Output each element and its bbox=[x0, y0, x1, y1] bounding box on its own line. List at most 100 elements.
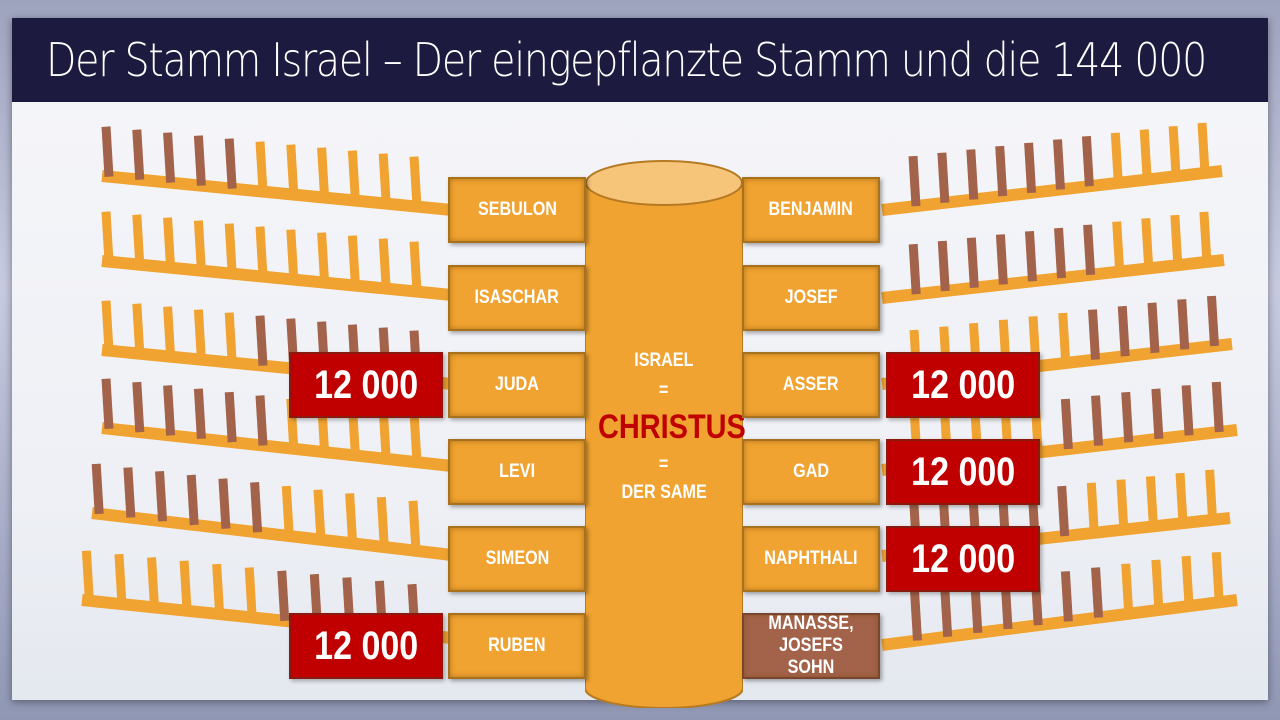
branch-tooth bbox=[940, 586, 953, 637]
branch-tooth bbox=[966, 237, 979, 289]
branch bbox=[101, 126, 453, 216]
branch-tooth bbox=[1181, 555, 1194, 607]
branch-tooth bbox=[1151, 388, 1164, 440]
branch-tooth bbox=[910, 590, 922, 641]
branch-tooth bbox=[114, 553, 127, 605]
branch-tooth bbox=[1199, 211, 1212, 263]
branch-tooth bbox=[281, 485, 294, 537]
branch-tooth bbox=[255, 395, 268, 446]
branch-tooth bbox=[408, 500, 421, 552]
branch-tooth bbox=[250, 482, 263, 533]
branch-tooth bbox=[244, 567, 257, 618]
branch-tooth bbox=[1181, 385, 1194, 436]
branch-tooth bbox=[255, 141, 268, 192]
branch-tooth bbox=[224, 391, 237, 443]
branch bbox=[101, 211, 453, 301]
branch-tooth bbox=[966, 149, 979, 200]
branch-tooth bbox=[132, 129, 145, 180]
branch-tooth bbox=[1088, 309, 1100, 360]
title-bar: Der Stamm Israel – Der eingepflanzte Sta… bbox=[12, 18, 1268, 102]
branch-bar bbox=[101, 422, 453, 472]
branch-tooth bbox=[1175, 472, 1188, 524]
count-asser: 12 000 bbox=[886, 352, 1040, 418]
branch-tooth bbox=[347, 150, 360, 201]
branch-tooth bbox=[277, 570, 290, 622]
branch-tooth bbox=[1112, 221, 1125, 272]
center-christus: CHRISTUS bbox=[598, 408, 746, 446]
branch-tooth bbox=[1024, 142, 1037, 194]
branch-tooth bbox=[409, 241, 422, 292]
branch-tooth bbox=[313, 489, 326, 540]
branch-tooth bbox=[409, 411, 422, 463]
branch-tooth bbox=[193, 220, 206, 271]
branch-tooth bbox=[378, 238, 391, 289]
count-gad: 12 000 bbox=[886, 439, 1040, 505]
branch-tooth bbox=[1151, 559, 1164, 611]
branch-tooth bbox=[1057, 485, 1070, 537]
center-equals-1: = bbox=[659, 380, 669, 401]
branch-tooth bbox=[193, 135, 206, 186]
tribe-asser: ASSER bbox=[742, 352, 880, 418]
branch-bar bbox=[91, 507, 453, 561]
branch-tooth bbox=[317, 147, 330, 198]
branch-tooth bbox=[1207, 295, 1219, 347]
branch bbox=[91, 463, 453, 561]
branch-tooth bbox=[132, 214, 145, 265]
tribe-juda: JUDA bbox=[448, 352, 586, 418]
branch-tooth bbox=[224, 138, 237, 189]
branch-tooth bbox=[1197, 122, 1210, 174]
page-title: Der Stamm Israel – Der eingepflanzte Sta… bbox=[46, 33, 1207, 87]
tribe-simeon: SIMEON bbox=[448, 526, 586, 592]
branch-tooth bbox=[123, 467, 136, 518]
tribe-levi: LEVI bbox=[448, 439, 586, 505]
branch-tooth bbox=[91, 463, 104, 515]
branch-tooth bbox=[317, 232, 330, 283]
christus-pillar bbox=[585, 160, 743, 708]
center-der-same: DER SAME bbox=[621, 482, 707, 503]
branch-tooth bbox=[937, 152, 950, 204]
branch-tooth bbox=[1211, 381, 1224, 433]
branch-bar bbox=[881, 594, 1238, 651]
center-israel: ISRAEL bbox=[634, 350, 694, 371]
branch-tooth bbox=[1117, 305, 1130, 357]
branch-tooth bbox=[1053, 139, 1065, 190]
branch-tooth bbox=[255, 226, 268, 277]
branch-tooth bbox=[1147, 302, 1160, 354]
branch-tooth bbox=[224, 312, 237, 363]
branch-tooth bbox=[1116, 479, 1129, 530]
branch-tooth bbox=[908, 155, 921, 207]
branch-tooth bbox=[1121, 563, 1134, 614]
tribe-benjamin: BENJAMIN bbox=[742, 177, 880, 243]
branch-tooth bbox=[163, 306, 176, 357]
tribe-ruben: RUBEN bbox=[448, 613, 586, 679]
branch-tooth bbox=[1170, 214, 1183, 266]
count-ruben: 12 000 bbox=[289, 613, 443, 679]
branch-tooth bbox=[1168, 125, 1181, 177]
branch-tooth bbox=[409, 156, 422, 207]
branch-bar bbox=[101, 255, 453, 301]
branch-tooth bbox=[193, 388, 206, 440]
branch bbox=[881, 122, 1223, 216]
branch-bar bbox=[881, 165, 1223, 216]
branch-tooth bbox=[132, 303, 145, 354]
branch-tooth bbox=[1081, 135, 1094, 187]
branch-tooth bbox=[286, 144, 299, 195]
branch-tooth bbox=[132, 381, 145, 433]
slide: ISRAEL = CHRISTUS = DER SAME SEBULON ISA… bbox=[12, 18, 1268, 708]
tribe-naphthali: NAPHTHALI bbox=[742, 526, 880, 592]
branch-tooth bbox=[1177, 299, 1190, 350]
branch-tooth bbox=[1141, 218, 1154, 269]
branch-tooth bbox=[163, 132, 176, 183]
branch-tooth bbox=[376, 496, 389, 548]
branch-tooth bbox=[163, 385, 176, 436]
branch-tooth bbox=[286, 229, 299, 280]
branch-tooth bbox=[347, 235, 360, 286]
branch-tooth bbox=[1024, 231, 1037, 282]
tribe-gad: GAD bbox=[742, 439, 880, 505]
count-naphthali: 12 000 bbox=[886, 526, 1040, 592]
branch-bar bbox=[881, 254, 1225, 304]
tribe-josef: JOSEF bbox=[742, 265, 880, 331]
branch-tooth bbox=[378, 153, 391, 204]
branch-tooth bbox=[255, 315, 268, 366]
branch-tooth bbox=[101, 126, 114, 177]
